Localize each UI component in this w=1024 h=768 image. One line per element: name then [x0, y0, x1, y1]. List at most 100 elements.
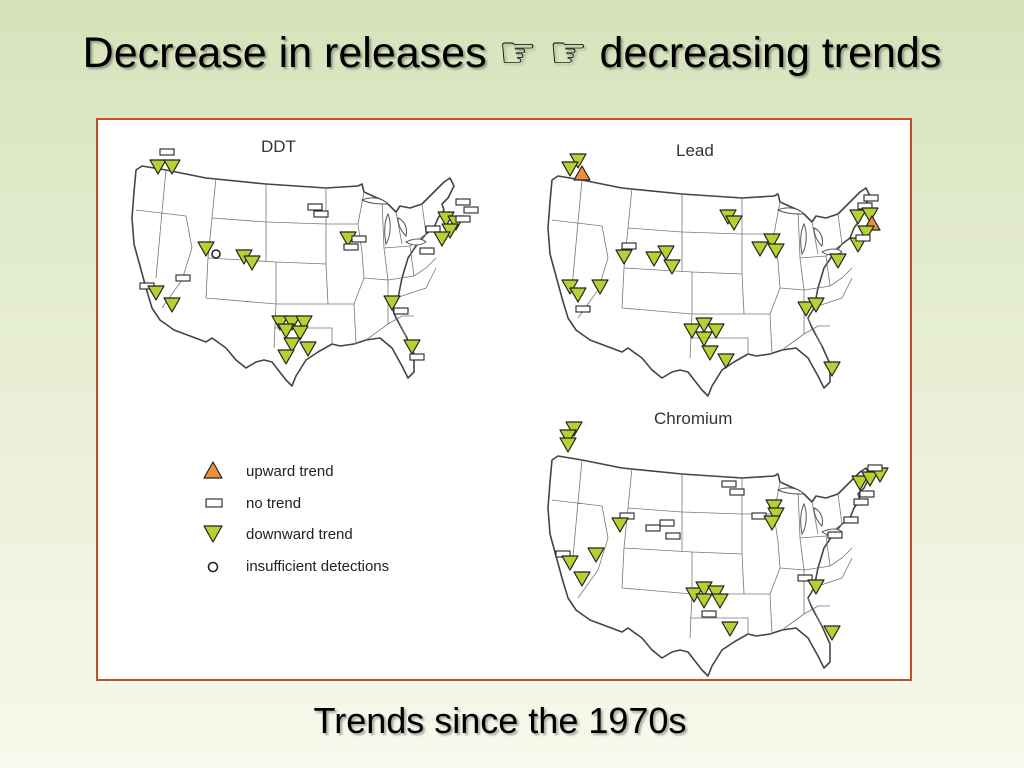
- no-trend-icon: [205, 498, 223, 508]
- ddt-markers: [139, 148, 479, 365]
- downward-trend-marker: [149, 159, 167, 175]
- upward-trend-icon: [203, 461, 223, 479]
- no-trend-marker: [827, 531, 843, 539]
- no-trend-marker: [729, 488, 745, 496]
- chromium-map: [547, 455, 871, 677]
- no-trend-marker: [867, 464, 883, 472]
- downward-trend-marker: [611, 517, 629, 533]
- downward-trend-marker: [657, 245, 675, 261]
- no-trend-marker: [855, 234, 871, 242]
- no-trend-marker: [343, 243, 359, 251]
- downward-trend-marker: [277, 323, 295, 339]
- legend: upward trend no trend downward trend ins…: [203, 461, 389, 575]
- figure-frame: DDT Lead Chromium: [96, 118, 912, 681]
- downward-trend-marker: [695, 331, 713, 347]
- slide-subtitle: Trends since the 1970s: [313, 700, 687, 741]
- downward-trend-marker: [587, 547, 605, 563]
- no-trend-marker: [313, 210, 329, 218]
- no-trend-marker: [455, 215, 471, 223]
- downward-trend-marker: [277, 349, 295, 365]
- no-trend-marker: [659, 519, 675, 527]
- downward-trend-marker: [823, 625, 841, 641]
- downward-trend-marker: [561, 555, 579, 571]
- no-trend-marker: [843, 516, 859, 524]
- no-trend-marker: [393, 307, 409, 315]
- no-trend-marker: [621, 242, 637, 250]
- lead-map-label: Lead: [676, 141, 714, 160]
- legend-no-trend-label: no trend: [246, 495, 301, 512]
- no-trend-marker: [701, 610, 717, 618]
- downward-trend-marker: [751, 241, 769, 257]
- no-trend-marker: [455, 198, 471, 206]
- no-trend-marker: [425, 225, 441, 233]
- no-trend-marker: [721, 480, 737, 488]
- lead-markers: [561, 153, 881, 377]
- downward-trend-marker: [707, 323, 725, 339]
- downward-trend-marker: [725, 215, 743, 231]
- downward-trend-marker: [283, 337, 301, 353]
- legend-downward-label: downward trend: [246, 526, 353, 543]
- downward-trend-marker: [163, 297, 181, 313]
- no-trend-marker: [645, 524, 661, 532]
- downward-trend-marker: [763, 515, 781, 531]
- no-trend-marker: [575, 305, 591, 313]
- no-trend-marker: [853, 498, 869, 506]
- no-trend-marker: [409, 353, 425, 361]
- downward-trend-marker: [717, 353, 735, 369]
- downward-trend-marker: [561, 161, 579, 177]
- downward-trend-marker: [163, 159, 181, 175]
- chromium-map-label: Chromium: [654, 409, 732, 428]
- downward-trend-marker: [561, 279, 579, 295]
- downward-trend-marker: [615, 249, 633, 265]
- downward-trend-marker: [707, 585, 725, 601]
- downward-trend-icon: [203, 525, 223, 543]
- no-trend-marker: [307, 203, 323, 211]
- downward-trend-marker: [591, 279, 609, 295]
- slide-title: Decrease in releases ☞ ☞ decreasing tren…: [82, 29, 942, 77]
- downward-trend-marker: [663, 259, 681, 275]
- downward-trend-marker: [243, 255, 261, 271]
- downward-trend-marker: [823, 361, 841, 377]
- downward-trend-marker: [433, 231, 451, 247]
- trend-maps-figure: DDT Lead Chromium: [131, 137, 889, 677]
- downward-trend-marker: [403, 339, 421, 355]
- downward-trend-marker: [147, 285, 165, 301]
- insufficient-detections-marker: [211, 249, 221, 259]
- downward-trend-marker: [683, 323, 701, 339]
- downward-trend-marker: [851, 475, 869, 491]
- downward-trend-marker: [569, 153, 587, 169]
- downward-trend-marker: [645, 251, 663, 267]
- no-trend-marker: [159, 148, 175, 156]
- downward-trend-marker: [807, 579, 825, 595]
- no-trend-marker: [175, 274, 191, 282]
- downward-trend-marker: [765, 499, 783, 515]
- downward-trend-marker: [807, 297, 825, 313]
- no-trend-marker: [863, 194, 879, 202]
- downward-trend-marker: [271, 315, 289, 331]
- downward-trend-marker: [695, 593, 713, 609]
- downward-trend-marker: [861, 471, 879, 487]
- downward-trend-marker: [711, 593, 729, 609]
- downward-trend-marker: [283, 315, 301, 331]
- downward-trend-marker: [441, 223, 459, 239]
- downward-trend-marker: [861, 207, 879, 223]
- downward-trend-marker: [559, 429, 577, 445]
- legend-insufficient-label: insufficient detections: [246, 558, 389, 575]
- downward-trend-marker: [767, 243, 785, 259]
- downward-trend-marker: [565, 421, 583, 437]
- downward-trend-marker: [197, 241, 215, 257]
- downward-trend-marker: [701, 345, 719, 361]
- downward-trend-marker: [829, 253, 847, 269]
- upward-trend-marker: [573, 165, 591, 181]
- chromium-markers: [555, 421, 889, 641]
- downward-trend-marker: [857, 225, 875, 241]
- legend-upward-label: upward trend: [246, 463, 334, 480]
- ddt-map-label: DDT: [261, 137, 296, 156]
- downward-trend-marker: [299, 341, 317, 357]
- downward-trend-marker: [383, 295, 401, 311]
- insufficient-detections-icon: [207, 561, 219, 573]
- downward-trend-marker: [295, 315, 313, 331]
- no-trend-marker: [797, 574, 813, 582]
- no-trend-marker: [463, 206, 479, 214]
- downward-trend-marker: [763, 233, 781, 249]
